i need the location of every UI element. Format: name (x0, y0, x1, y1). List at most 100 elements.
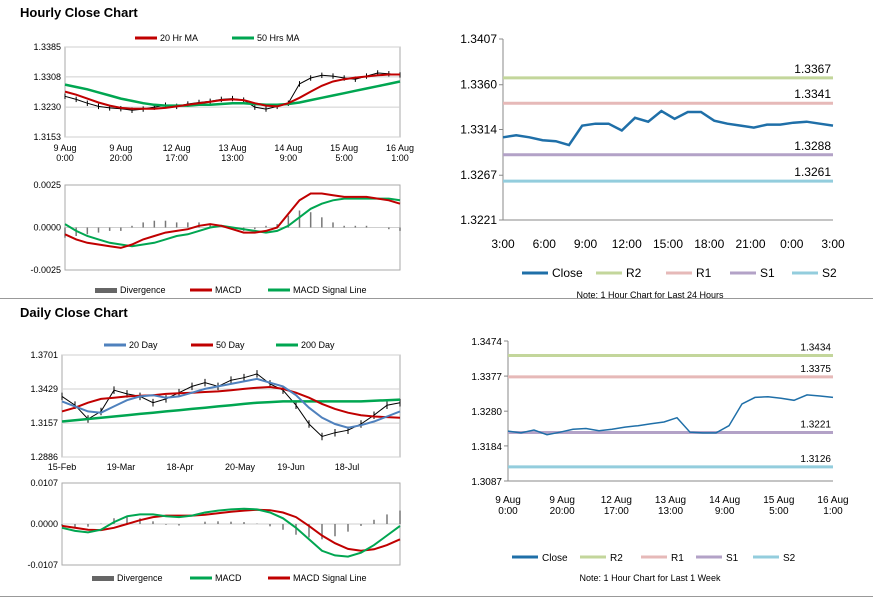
y-tick-label: 1.3157 (30, 418, 58, 428)
y-tick-label: 1.3377 (471, 372, 502, 383)
y-tick-label: 1.3267 (460, 168, 497, 182)
y-tick-label: 1.3153 (33, 132, 61, 142)
x-tick-label: 9 Aug 0:00 (495, 495, 521, 517)
x-tick-label: 0:00 (780, 237, 804, 251)
legend-label: S1 (760, 266, 775, 280)
level-value-r2: 1.3434 (800, 342, 831, 353)
y-tick-label: 0.0000 (33, 223, 61, 233)
level-value-r1: 1.3341 (794, 87, 831, 101)
legend-label: R1 (671, 553, 684, 564)
legend-label: 20 Hr MA (160, 33, 198, 43)
x-tick-label: 3:00 (491, 237, 515, 251)
close-line (507, 394, 834, 436)
legend-label: S2 (822, 266, 837, 280)
level-value-s1: 1.3288 (794, 139, 831, 153)
x-tick-label: 16 Aug 1:00 (817, 495, 848, 517)
legend-label: Divergence (120, 285, 166, 295)
legend-label: MACD (215, 573, 242, 583)
macd-signal-line (64, 197, 401, 248)
x-tick-label: 15:00 (653, 237, 683, 251)
x-tick-label: 21:00 (735, 237, 765, 251)
x-tick-label: 15 Aug 5:00 (330, 143, 358, 163)
legend-label: R1 (696, 266, 712, 280)
y-tick-label: 0.0107 (30, 478, 58, 488)
legend-label: MACD (215, 285, 242, 295)
ma20-line (61, 377, 401, 429)
legend-label: Divergence (117, 573, 163, 583)
x-tick-label: 18-Jul (335, 462, 360, 472)
x-tick-label: 3:00 (821, 237, 845, 251)
y-tick-label: 1.3184 (471, 442, 502, 453)
section-divider (0, 298, 873, 299)
ma20-line (64, 73, 400, 110)
y-tick-label: 1.3474 (471, 337, 502, 348)
hourly-price-chart: 1.3385 1.3308 1.3230 1.3153 20 Hr MA 50 Hrs M… (33, 33, 414, 163)
x-tick-label: 9:00 (574, 237, 598, 251)
legend-label: S1 (726, 553, 739, 564)
x-tick-label: 18-Apr (166, 462, 193, 472)
legend-label: 200 Day (301, 340, 335, 350)
legend-swatch (92, 576, 114, 581)
x-tick-label: 12 Aug 17:00 (601, 495, 632, 517)
ma50-line (61, 385, 401, 419)
y-tick-label: 1.3087 (471, 477, 502, 488)
x-tick-label: 19-Mar (107, 462, 136, 472)
y-tick-label: 1.3360 (460, 78, 497, 92)
legend-label: 20 Day (129, 340, 158, 350)
ma200-line (61, 398, 401, 423)
close-line (61, 373, 401, 438)
y-tick-label: -0.0025 (30, 265, 61, 275)
legend-swatch (95, 288, 117, 293)
hourly-section-title: Hourly Close Chart (20, 5, 138, 20)
x-tick-label: 14 Aug 9:00 (709, 495, 740, 517)
close-line (502, 109, 834, 147)
x-tick-label: 13 Aug 13:00 (218, 143, 246, 163)
x-tick-label: 15 Aug 5:00 (763, 495, 794, 517)
daily-price-chart: 1.3701 1.3429 1.3157 1.2886 20 Day 50 Day 200 … (30, 340, 401, 472)
daily-macd-chart: 0.0107 0.0000 -0.0107 Divergence MACD MACD Si… (27, 478, 401, 583)
y-tick-label: 1.3230 (33, 102, 61, 112)
macd-signal-line (61, 508, 401, 552)
x-tick-label: 9 Aug 20:00 (549, 495, 575, 517)
daily-section-title: Daily Close Chart (20, 305, 128, 320)
level-value-s2: 1.3126 (800, 454, 831, 465)
x-tick-label: 9 Aug 0:00 (53, 143, 76, 163)
legend-label: R2 (610, 553, 623, 564)
level-value-s2: 1.3261 (794, 165, 831, 179)
y-tick-label: 1.3314 (460, 123, 497, 137)
hourly-levels-chart: 1.3407 1.3360 1.3314 1.3267 1.3221 1.3367 1.33… (460, 32, 845, 300)
y-tick-label: 1.3280 (471, 407, 502, 418)
y-tick-label: 1.3701 (30, 350, 58, 360)
y-tick-label: 0.0000 (30, 519, 58, 529)
level-value-s1: 1.3221 (800, 420, 831, 431)
chart-note: Note: 1 Hour Chart for Last 1 Week (580, 573, 721, 583)
chart-note: Note: 1 Hour Chart for Last 24 Hours (576, 290, 724, 300)
x-tick-label: 13 Aug 13:00 (655, 495, 686, 517)
hourly-macd-chart: 0.0025 0.0000 -0.0025 Divergence MACD MACD Si… (30, 180, 401, 295)
macd-line (61, 507, 401, 558)
y-tick-label: 1.2886 (30, 452, 58, 462)
level-value-r1: 1.3375 (800, 364, 831, 375)
x-tick-label: 14 Aug 9:00 (274, 143, 302, 163)
macd-line (64, 192, 401, 249)
y-tick-label: -0.0107 (27, 560, 58, 570)
legend-label: 50 Hrs MA (257, 33, 300, 43)
x-tick-label: 12:00 (612, 237, 642, 251)
legend-label: MACD Signal Line (293, 285, 367, 295)
level-value-r2: 1.3367 (794, 62, 831, 76)
weekly-levels-chart: 1.3474 1.3377 1.3280 1.3184 1.3087 1.3434 1.33… (471, 337, 848, 583)
y-tick-label: 1.3429 (30, 384, 58, 394)
legend-label: 50 Day (216, 340, 245, 350)
y-tick-label: 1.3221 (460, 213, 497, 227)
legend-label: MACD Signal Line (293, 573, 367, 583)
x-tick-label: 16 Aug 1:00 (386, 143, 414, 163)
x-tick-label: 6:00 (533, 237, 557, 251)
legend-label: S2 (783, 553, 796, 564)
y-tick-label: 1.3385 (33, 42, 61, 52)
bottom-divider (0, 596, 873, 597)
x-tick-label: 19-Jun (277, 462, 305, 472)
ma50-line (64, 80, 401, 107)
x-tick-label: 9 Aug 20:00 (109, 143, 132, 163)
y-tick-label: 0.0025 (33, 180, 61, 190)
x-tick-label: 15-Feb (48, 462, 77, 472)
